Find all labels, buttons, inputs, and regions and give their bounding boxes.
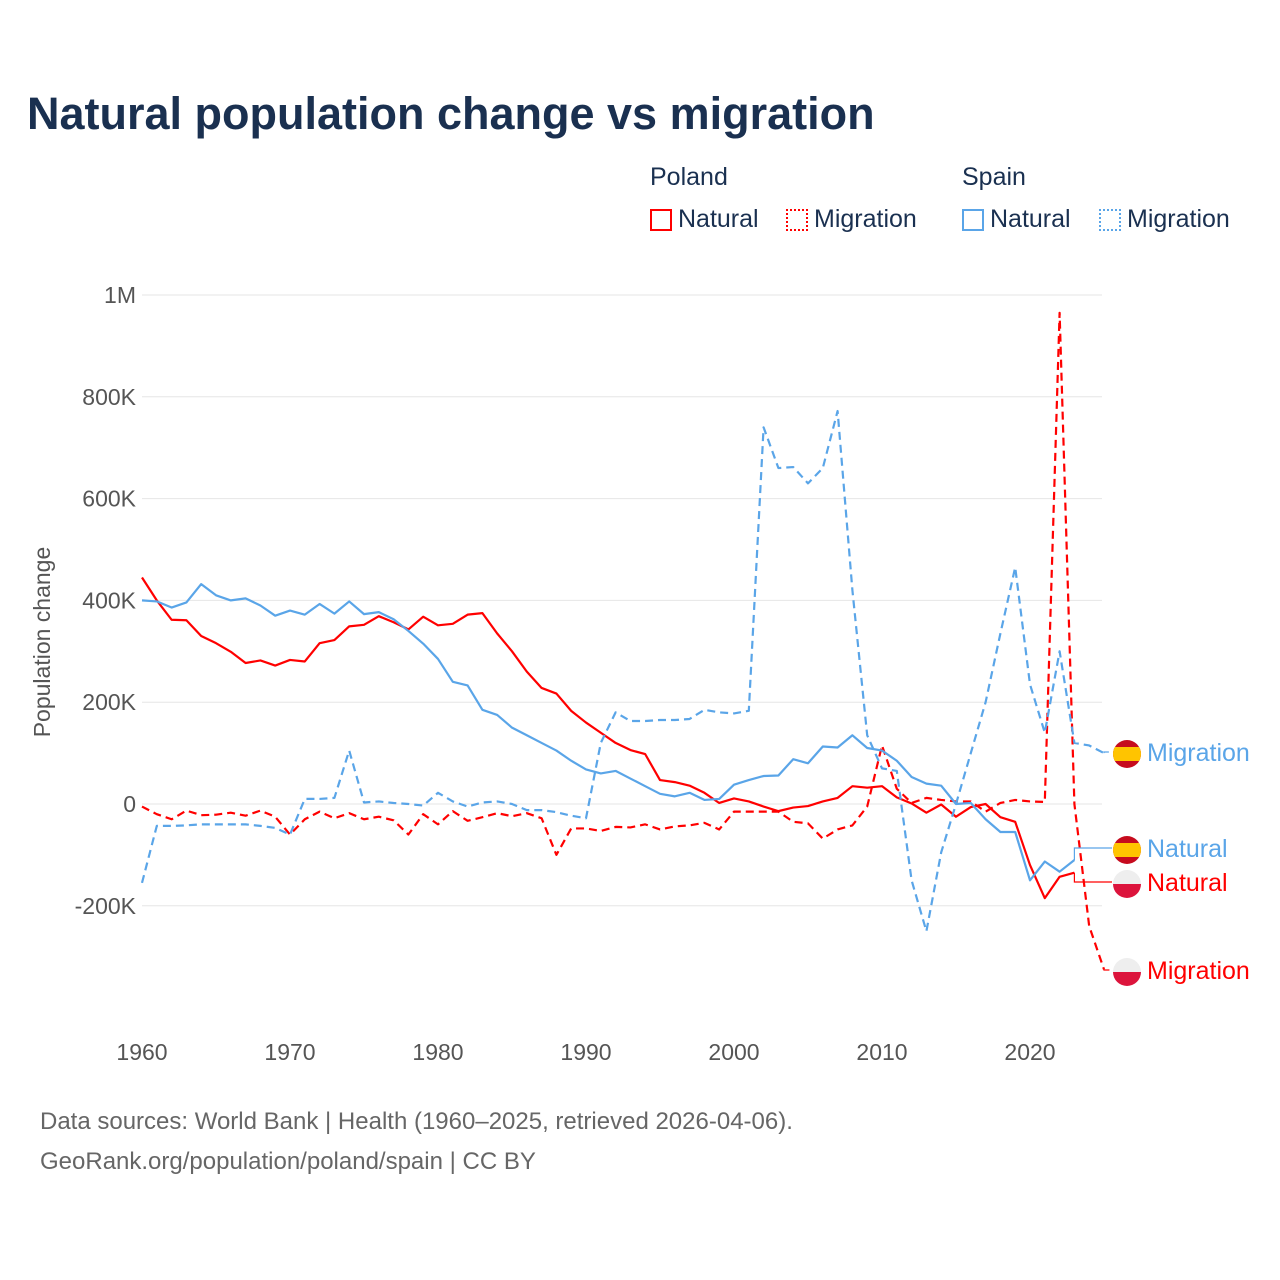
x-tick-label: 2000 [708, 1039, 759, 1065]
y-tick-label: 600K [82, 486, 136, 512]
legend-label: Natural [990, 205, 1071, 233]
x-tick-label: 1960 [116, 1039, 167, 1065]
spain-migration-line [140, 409, 1105, 933]
y-tick-label: 400K [82, 587, 136, 613]
series-end-label: Natural [1147, 869, 1228, 897]
y-tick-label: 0 [123, 791, 136, 817]
end-label-connector [1103, 751, 1112, 754]
legend-spain-natural[interactable]: Natural [962, 205, 1071, 234]
y-tick-label: 800K [82, 384, 136, 410]
footer-sources: Data sources: World Bank | Health (1960–… [40, 1108, 793, 1135]
end-label-connector [1073, 847, 1112, 860]
legend-label: Migration [814, 205, 917, 233]
x-tick-label: 2020 [1004, 1039, 1055, 1065]
legend-poland-natural[interactable]: Natural [650, 205, 759, 234]
legend-swatch-solid-icon [650, 208, 672, 231]
footer-link[interactable]: GeoRank.org/population/poland/spain | CC… [40, 1148, 536, 1175]
y-tick-label: -200K [75, 893, 137, 919]
y-axis-label: Population change [29, 547, 55, 738]
y-tick-label: 1M [104, 282, 136, 308]
legend-label: Natural [678, 205, 759, 233]
legend-swatch-dotted-icon [786, 208, 808, 231]
x-tick-label: 1970 [264, 1039, 315, 1065]
legend-group-spain: Spain [962, 163, 1026, 191]
series-end-label: Natural [1147, 835, 1228, 863]
spain-natural-line [141, 583, 1076, 882]
x-tick-label: 2010 [856, 1039, 907, 1065]
poland-natural-line [141, 576, 1075, 900]
x-tick-label: 1980 [412, 1039, 463, 1065]
legend-poland-migration[interactable]: Migration [786, 205, 917, 234]
series-end-label: Migration [1147, 739, 1250, 767]
poland-flag-icon [1113, 870, 1141, 898]
legend-swatch-solid-icon [962, 208, 984, 231]
poland-flag-icon [1113, 958, 1141, 986]
spain-flag-icon [1113, 740, 1141, 768]
series-end-label: Migration [1147, 957, 1250, 985]
legend-label: Migration [1127, 205, 1230, 233]
legend-spain-migration[interactable]: Migration [1099, 205, 1230, 234]
y-tick-label: 200K [82, 689, 136, 715]
legend-group-poland: Poland [650, 163, 728, 191]
end-label-connector [1073, 872, 1112, 883]
poland-migration-line [141, 311, 1106, 970]
spain-flag-icon [1113, 836, 1141, 864]
legend-swatch-dotted-icon [1099, 208, 1121, 231]
chart-title: Natural population change vs migration [27, 88, 875, 139]
x-tick-label: 1990 [560, 1039, 611, 1065]
end-label-connector [1103, 969, 1112, 971]
